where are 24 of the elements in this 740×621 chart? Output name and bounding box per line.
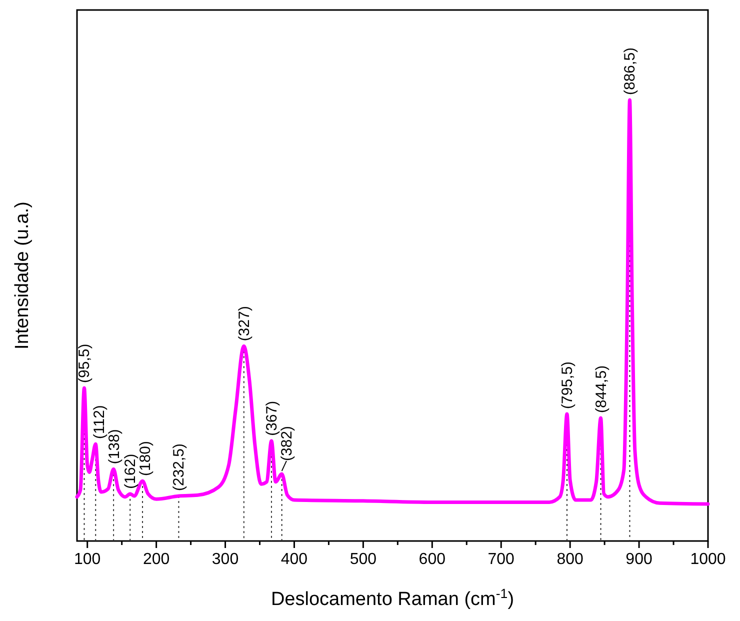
y-axis-title: Intensidade (u.a.): [12, 202, 33, 350]
x-tick-label: 700: [488, 551, 515, 568]
annotation: (327): [236, 306, 253, 342]
x-tick-label: 900: [626, 551, 652, 568]
annotation: (367): [263, 400, 280, 436]
x-tick-label: 800: [556, 551, 584, 568]
x-tick-label: 600: [418, 551, 446, 568]
x-tick-label: 400: [280, 551, 308, 568]
annotation: (180): [137, 440, 154, 476]
x-tick-label: 300: [212, 551, 239, 568]
annotation: (138): [106, 429, 124, 464]
x-tick-label: 100: [74, 551, 101, 568]
annotation: (886,5): [622, 47, 639, 95]
x-tick-label: 200: [142, 551, 170, 568]
annotation: (382): [278, 426, 296, 461]
x-tick-label: 500: [350, 551, 377, 568]
x-axis-title: Deslocamento Raman (cm$^{-1}$): [270, 586, 514, 610]
annotation: (795,5): [558, 361, 576, 409]
annotation: (162): [122, 454, 140, 489]
annotation: (232,5): [170, 443, 188, 492]
annotation: (844,5): [592, 365, 610, 413]
x-tick-label: 1000: [690, 551, 726, 568]
annotation: (112): [91, 405, 108, 439]
annotation: (95,5): [76, 344, 94, 383]
